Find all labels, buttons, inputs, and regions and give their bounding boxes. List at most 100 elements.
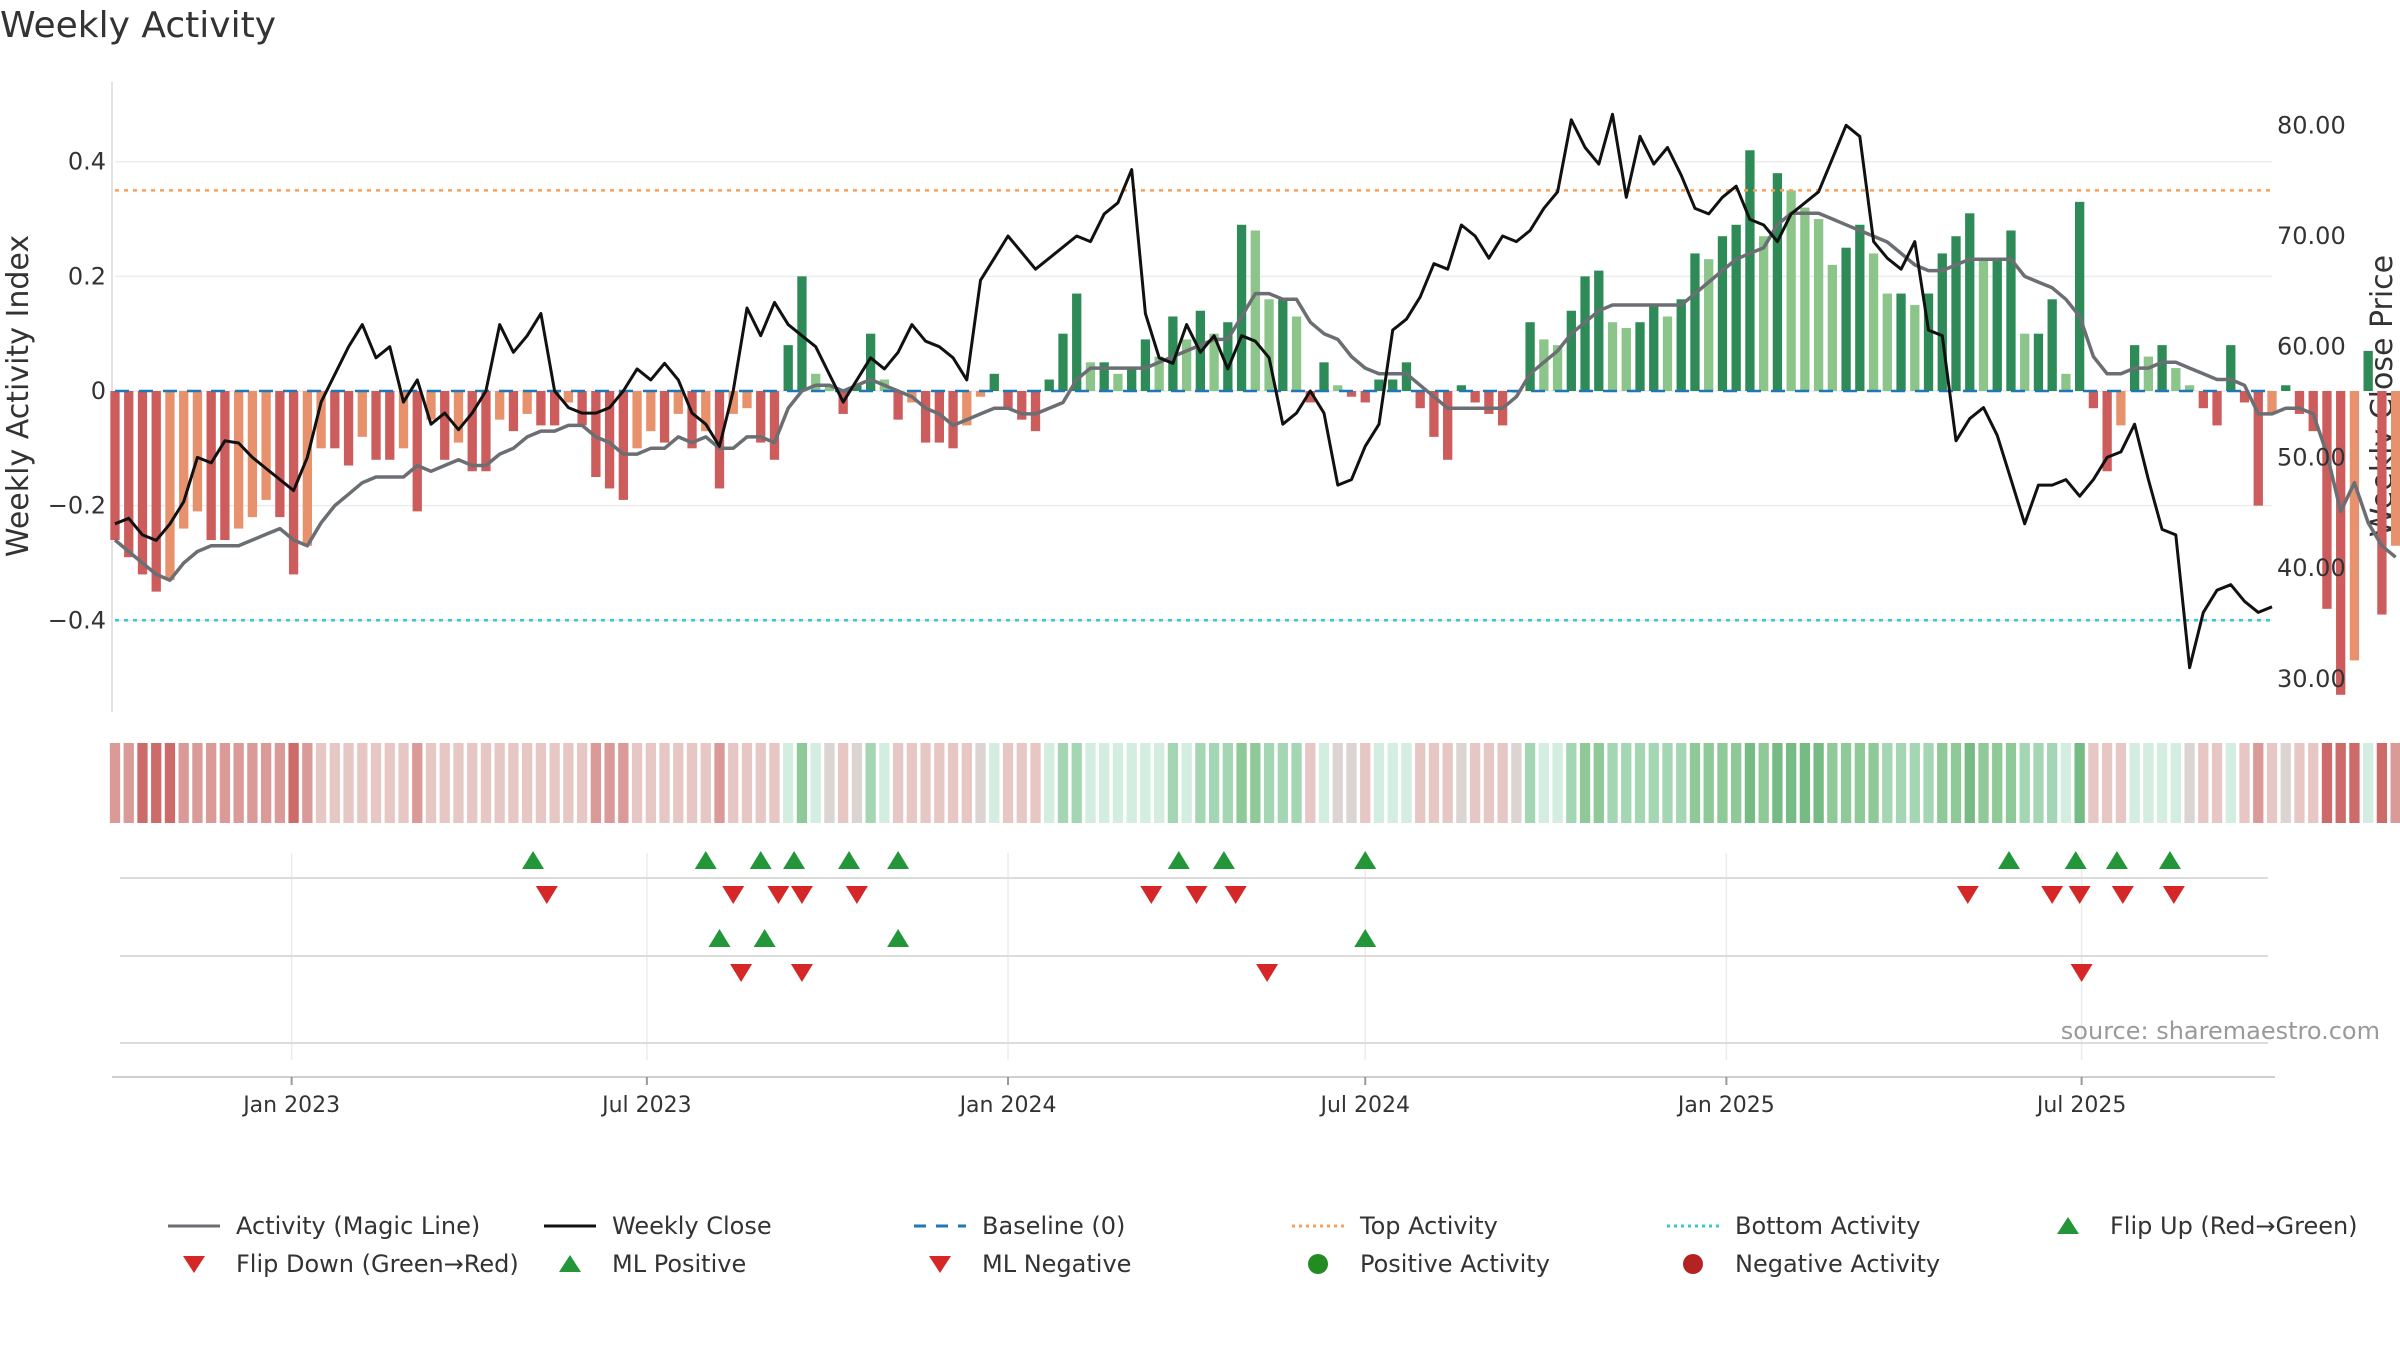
y-tick-right: 50.00 [2277, 443, 2346, 471]
flip-up-marker [887, 851, 910, 869]
activity-bar [2349, 391, 2360, 661]
heat-cell [1524, 743, 1536, 823]
heat-cell [1621, 743, 1632, 823]
activity-bar [1662, 316, 1673, 391]
heat-cell [2115, 743, 2127, 823]
activity-bar [659, 391, 670, 443]
heat-cell [219, 743, 231, 823]
heat-cell [1731, 743, 1742, 823]
heat-cell [2060, 743, 2072, 823]
heat-cell [302, 743, 313, 823]
heat-cell [1140, 743, 1151, 823]
heat-cell [659, 743, 670, 823]
activity-bar [893, 391, 903, 420]
y-tick-right: 70.00 [2277, 222, 2346, 250]
x-tick-label: Jan 2025 [1676, 1093, 1775, 1118]
activity-bar [1017, 391, 1027, 420]
activity-bar [2212, 391, 2222, 426]
heat-cell [453, 743, 464, 823]
heat-cell [2294, 743, 2305, 823]
activity-bar [179, 391, 189, 529]
heat-cell [522, 743, 533, 823]
heat-cell [1250, 743, 1261, 823]
heat-cell [1442, 743, 1453, 823]
heat-cell [2266, 743, 2278, 823]
activity-bar [1085, 362, 1096, 391]
legend-swatch-circle [1683, 1254, 1703, 1274]
flip-up-marker [522, 851, 545, 869]
heat-cell [535, 743, 547, 823]
heat-cell [1689, 743, 1701, 823]
activity-bar [2198, 391, 2208, 409]
activity-bar [549, 391, 560, 426]
heat-cell [357, 743, 368, 823]
heat-cell [2074, 743, 2085, 823]
ml-negative-marker [730, 964, 753, 982]
activity-bar [756, 391, 766, 443]
flip-up-marker [749, 851, 772, 869]
activity-bar [1704, 259, 1714, 391]
heat-cell [673, 743, 684, 823]
activity-bar [453, 391, 464, 443]
activity-bar [1772, 173, 1783, 391]
chart-legend: Activity (Magic Line) Weekly Close Baselin… [150, 1200, 2390, 1280]
flip-down-marker [2162, 886, 2185, 904]
activity-bar [165, 391, 175, 581]
heat-cell [2143, 743, 2154, 823]
activity-bar [2061, 373, 2071, 391]
heat-cell [425, 743, 437, 823]
activity-bar [1882, 293, 1892, 391]
legend-item: Baseline (0) [912, 1208, 1125, 1244]
activity-bar [343, 391, 354, 466]
activity-bar [316, 391, 326, 449]
heat-cell [1318, 743, 1330, 823]
activity-bar [495, 391, 505, 420]
x-tick-label: Jul 2025 [2035, 1093, 2127, 1118]
heat-cell [2280, 743, 2291, 823]
heat-cell [123, 743, 134, 823]
heat-cell [1785, 743, 1797, 823]
activity-bar [1827, 264, 1838, 391]
heat-cell [728, 743, 739, 823]
legend-swatch-triangle-down [929, 1256, 951, 1273]
activity-bar [1044, 379, 1054, 391]
heat-cell [1332, 743, 1343, 823]
heat-cell [714, 743, 725, 823]
legend-label: Bottom Activity [1735, 1212, 1921, 1240]
flip-down-marker [722, 886, 745, 904]
activity-bar [1030, 391, 1041, 432]
flip-down-marker [2111, 886, 2134, 904]
heat-cell [1305, 743, 1316, 823]
legend-item: Bottom Activity [1665, 1208, 1920, 1244]
heat-cell [1648, 743, 1659, 823]
heat-cell [1566, 743, 1577, 823]
heat-cell [1071, 743, 1082, 823]
activity-bar [1649, 305, 1659, 391]
heat-cell [2376, 743, 2388, 823]
heat-cell [2335, 743, 2346, 823]
legend-swatch-line [1292, 1224, 1344, 1228]
ml-positive-marker [1354, 929, 1377, 947]
heat-cell [796, 743, 808, 823]
heat-cell [1744, 743, 1756, 823]
activity-bar [2088, 391, 2099, 409]
heat-cell [1483, 743, 1495, 823]
legend-label: Flip Up (Red→Green) [2110, 1212, 2358, 1240]
activity-bar [1965, 213, 1975, 391]
activity-bar [824, 385, 835, 391]
ml-positive-marker [887, 929, 910, 947]
heat-cell [947, 743, 959, 823]
heat-cell [343, 743, 354, 823]
activity-bar [728, 391, 738, 414]
activity-bar [536, 391, 546, 426]
activity-bar [2006, 230, 2016, 391]
heat-cell [618, 743, 629, 823]
legend-swatch-triangle-up [559, 1255, 581, 1272]
flip-down-marker [2068, 886, 2091, 904]
heat-cell [2321, 743, 2333, 823]
activity-bar [1690, 253, 1700, 391]
activity-bar [1360, 391, 1370, 403]
activity-bar [508, 391, 519, 432]
heat-cell [686, 743, 698, 823]
activity-bar [577, 391, 587, 426]
